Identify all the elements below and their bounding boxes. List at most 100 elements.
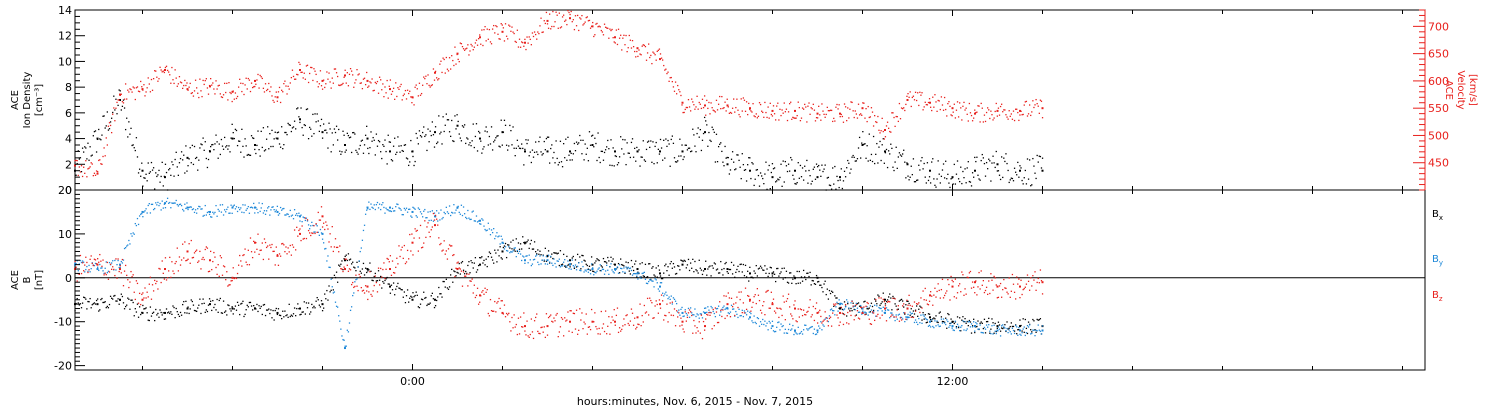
data-point — [590, 256, 593, 258]
data-point — [409, 161, 411, 163]
data-point — [345, 82, 347, 84]
data-point — [895, 305, 897, 307]
data-point — [429, 130, 431, 132]
data-point — [668, 143, 670, 145]
data-point — [914, 319, 917, 321]
data-point — [375, 133, 378, 135]
data-point — [1038, 329, 1040, 331]
data-point — [805, 324, 807, 327]
data-point — [655, 300, 657, 302]
data-point — [161, 200, 163, 202]
data-point — [189, 82, 191, 85]
data-point — [709, 314, 711, 316]
data-point — [408, 258, 410, 260]
data-point — [118, 99, 120, 101]
data-point — [543, 260, 545, 262]
data-point — [867, 314, 869, 316]
data-point — [766, 322, 768, 324]
data-point — [830, 188, 833, 190]
data-point — [199, 147, 201, 149]
data-point — [909, 176, 911, 178]
data-point — [737, 316, 739, 319]
data-point — [727, 106, 729, 108]
data-point — [714, 315, 717, 318]
data-point — [253, 86, 255, 88]
data-point — [615, 29, 618, 31]
data-point — [193, 90, 196, 92]
data-point — [821, 286, 823, 289]
data-point — [150, 78, 153, 81]
data-point — [470, 218, 472, 220]
data-point — [383, 262, 385, 264]
data-point — [199, 78, 201, 80]
data-point — [242, 300, 244, 302]
data-point — [842, 323, 845, 326]
data-point — [582, 139, 584, 142]
data-point — [877, 115, 879, 118]
data-point — [470, 43, 472, 46]
data-point — [446, 211, 449, 213]
data-point — [259, 155, 261, 157]
data-point — [456, 268, 459, 271]
data-point — [371, 279, 373, 281]
data-point — [786, 170, 789, 173]
data-point — [876, 142, 878, 145]
data-point — [424, 135, 426, 138]
data-point — [474, 296, 477, 299]
data-point — [205, 246, 207, 248]
data-point — [827, 109, 830, 112]
data-point — [912, 316, 915, 319]
legend-entry-Bx: Bx — [1432, 209, 1443, 222]
data-point — [750, 310, 752, 312]
data-point — [909, 311, 911, 313]
data-point — [851, 300, 853, 302]
data-point — [84, 172, 86, 175]
data-point — [650, 279, 652, 281]
data-point — [106, 111, 108, 113]
data-point — [374, 272, 376, 275]
data-point — [943, 294, 946, 297]
data-point — [501, 30, 504, 33]
data-point — [161, 71, 163, 73]
data-point — [995, 330, 997, 333]
data-point — [752, 163, 754, 165]
data-point — [499, 246, 501, 248]
data-point — [883, 300, 885, 303]
data-point — [102, 155, 104, 158]
data-point — [438, 212, 440, 214]
data-point — [794, 182, 796, 185]
data-point — [485, 230, 487, 232]
data-point — [623, 153, 625, 155]
data-point — [711, 328, 713, 330]
data-point — [411, 233, 413, 235]
data-point — [423, 210, 425, 212]
data-point — [870, 107, 873, 109]
data-point — [726, 104, 729, 107]
data-point — [804, 324, 806, 326]
data-point — [386, 163, 388, 165]
data-point — [934, 94, 936, 96]
data-point — [374, 208, 376, 211]
data-point — [108, 303, 111, 306]
data-point — [880, 307, 882, 310]
data-point — [222, 94, 225, 96]
data-point — [827, 320, 830, 323]
data-point — [574, 264, 577, 266]
data-point — [516, 249, 519, 252]
data-point — [870, 323, 873, 325]
data-point — [374, 275, 376, 277]
data-point — [593, 321, 595, 323]
data-point — [665, 315, 667, 317]
data-point — [116, 264, 118, 266]
data-point — [222, 214, 225, 216]
data-point — [938, 325, 940, 328]
data-point — [996, 285, 999, 288]
data-point — [170, 82, 172, 84]
data-point — [154, 207, 156, 210]
data-point — [546, 325, 549, 328]
data-point — [414, 294, 416, 297]
data-point — [399, 85, 401, 88]
data-point — [133, 233, 135, 235]
data-point — [788, 103, 791, 105]
data-point — [858, 305, 861, 307]
